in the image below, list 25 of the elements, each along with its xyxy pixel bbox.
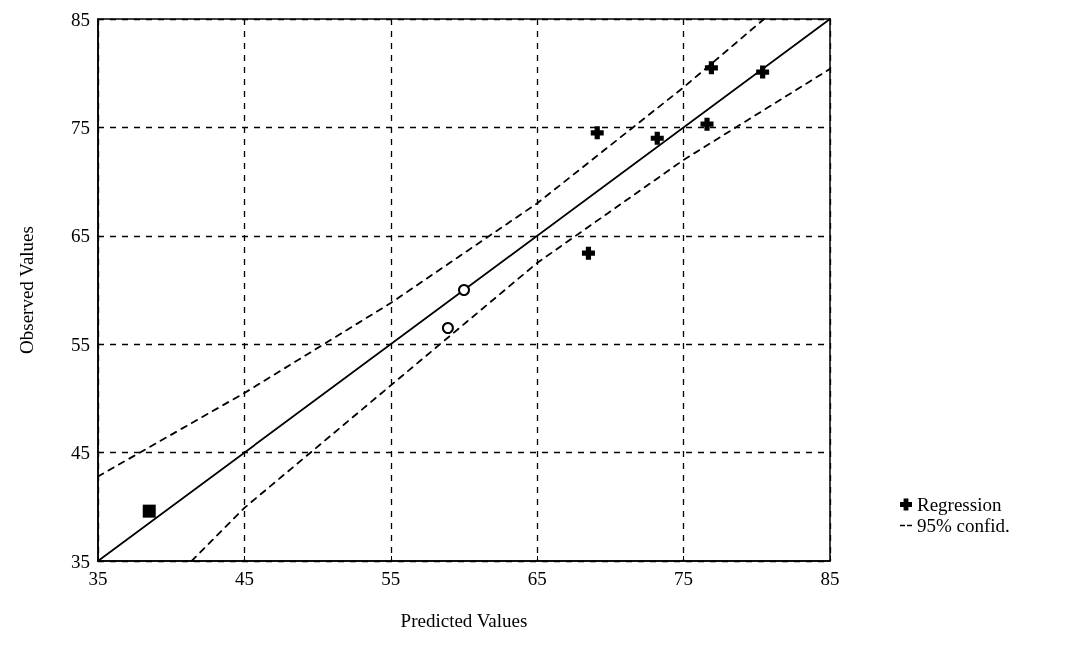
x-tick-label: 65 xyxy=(527,568,547,589)
point xyxy=(441,321,454,334)
y-axis-title: Observed Values xyxy=(16,226,37,354)
x-tick-label: 85 xyxy=(820,568,840,589)
point xyxy=(581,246,595,260)
x-tick-label: 75 xyxy=(674,568,694,589)
y-tick-label: 65 xyxy=(71,225,90,247)
point xyxy=(704,61,718,75)
y-tick-label: 55 xyxy=(71,333,90,355)
x-axis-title: Predicted Values xyxy=(400,610,528,631)
point xyxy=(590,126,604,140)
x-tick-label: 35 xyxy=(88,568,108,589)
point xyxy=(142,504,156,518)
y-tick-label: 85 xyxy=(71,8,90,30)
y-tick-label: 45 xyxy=(71,442,90,464)
y-tick-label: 35 xyxy=(71,550,90,572)
point xyxy=(756,65,770,79)
point xyxy=(700,117,714,131)
y-tick-label: 75 xyxy=(71,116,90,138)
legend-label: 95% confid. xyxy=(917,515,1010,536)
legend-label: Regression xyxy=(917,494,1002,515)
x-tick-label: 55 xyxy=(381,568,401,589)
x-tick-label: 45 xyxy=(234,568,254,589)
point xyxy=(458,284,470,296)
point xyxy=(650,131,664,145)
